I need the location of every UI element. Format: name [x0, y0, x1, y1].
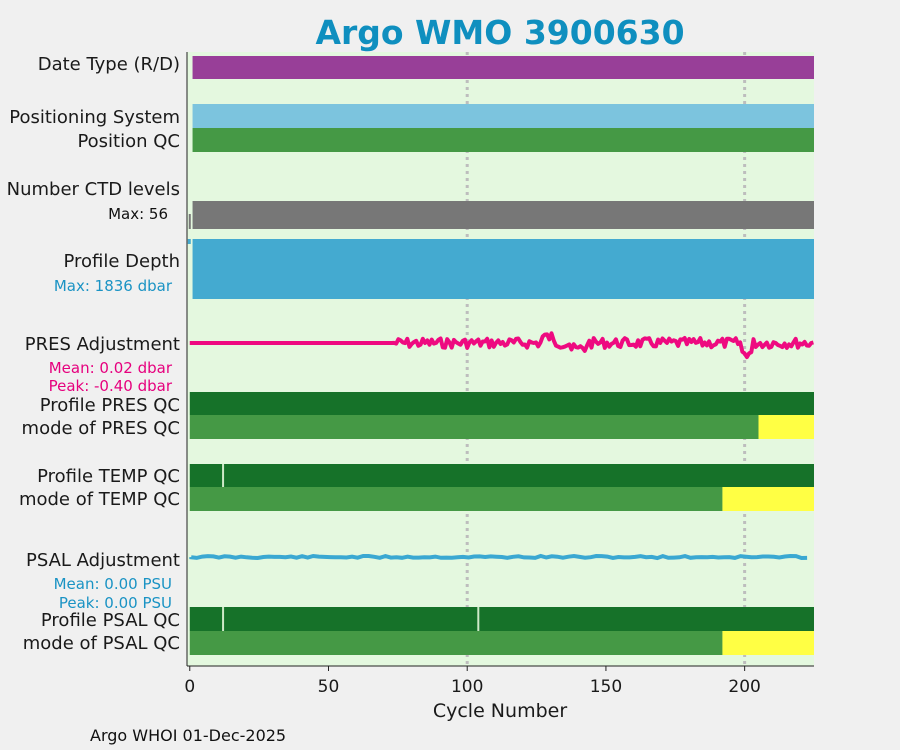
label-position-qc: Position QC [77, 131, 180, 152]
label-pres-adjustment: PRES Adjustment [25, 334, 180, 355]
footer-credit: Argo WHOI 01-Dec-2025 [90, 726, 286, 745]
pres-adjustment-series [187, 331, 814, 360]
profile-depth-max: Max: 1836 dbar [54, 277, 173, 295]
bar-mode-temp-qc-1 [722, 487, 814, 511]
marker-profile-psal-qc-0 [222, 607, 225, 631]
label-profile-psal-qc: Profile PSAL QC [41, 610, 180, 631]
marker-profile-psal-qc-1 [477, 607, 480, 631]
qc-bars [187, 56, 814, 655]
label-mode-psal-qc: mode of PSAL QC [23, 633, 180, 654]
psal-adjustment-mean: Mean: 0.00 PSU [54, 575, 172, 593]
chart-title: Argo WMO 3900630 [315, 13, 684, 52]
x-tick-label-150: 150 [590, 677, 622, 697]
bar-profile-pres-qc-0 [189, 392, 814, 415]
label-date-type: Date Type (R/D) [38, 54, 180, 75]
pres-adjustment-peak: Peak: -0.40 dbar [49, 377, 173, 395]
x-tick-label-0: 0 [184, 677, 195, 697]
label-profile-temp-qc: Profile TEMP QC [37, 466, 180, 487]
bar-ctd-levels-stub [188, 214, 191, 229]
plot-area [187, 52, 814, 666]
adjustment-lines [187, 331, 814, 561]
x-tick-label-100: 100 [451, 677, 483, 697]
bar-mode-pres-qc-1 [758, 415, 814, 439]
label-mode-temp-qc: mode of TEMP QC [19, 489, 180, 510]
bar-position-qc-0 [192, 128, 814, 152]
label-mode-pres-qc: mode of PRES QC [22, 418, 180, 439]
bar-mode-temp-qc-0 [189, 487, 723, 511]
psal-adjustment-peak: Peak: 0.00 PSU [59, 594, 172, 612]
label-ctd-levels: Number CTD levels [7, 179, 180, 200]
x-axis: 0 50 100 150 200 [184, 52, 814, 697]
x-tick-label-200: 200 [728, 677, 760, 697]
label-profile-depth: Profile Depth [63, 251, 180, 272]
marker-profile-temp-qc-0 [222, 464, 225, 487]
ctd-levels-max: Max: 56 [108, 205, 168, 223]
label-profile-pres-qc: Profile PRES QC [40, 395, 180, 416]
label-psal-adjustment: PSAL Adjustment [26, 550, 180, 571]
bar-mode-psal-qc-1 [722, 631, 814, 655]
x-axis-label: Cycle Number [433, 700, 567, 722]
psal-adjustment-series [189, 553, 808, 561]
x-tick-label-50: 50 [318, 677, 340, 697]
bar-profile-depth-0 [192, 239, 814, 299]
bar-profile-temp-qc-0 [189, 464, 814, 487]
bar-profile-psal-qc-0 [189, 607, 814, 631]
bar-mode-psal-qc-0 [189, 631, 723, 655]
bar-profile-depth-stub [187, 239, 191, 244]
bar-date-type-0 [192, 56, 814, 79]
bar-positioning-0 [192, 104, 814, 128]
bar-mode-pres-qc-0 [189, 415, 759, 439]
grid-lines [465, 52, 747, 666]
pres-adjustment-mean: Mean: 0.02 dbar [49, 359, 173, 377]
bar-ctd-levels-0 [192, 201, 814, 229]
label-positioning-system: Positioning System [9, 107, 180, 128]
